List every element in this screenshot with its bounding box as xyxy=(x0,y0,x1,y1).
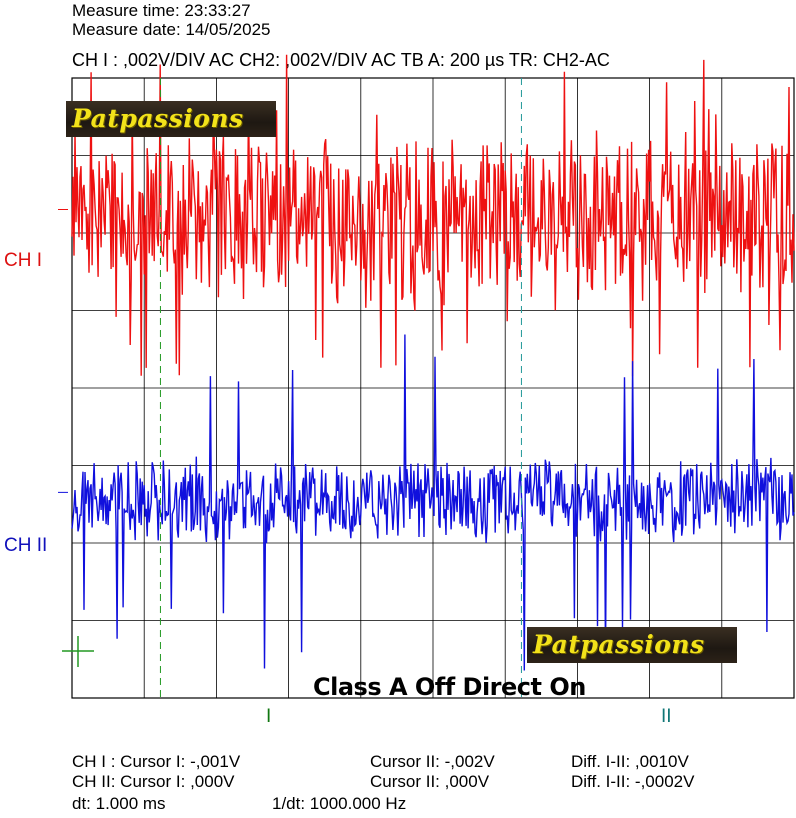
scope-traces xyxy=(58,54,795,671)
ch2-cursor1-readout: CH II: Cursor I: ,000V xyxy=(72,772,235,791)
trace-ch2 xyxy=(71,334,795,671)
trace-ch1 xyxy=(71,54,795,377)
measure-date: Measure date: 14/05/2025 xyxy=(72,20,271,39)
ch2-diff-readout: Diff. I-II: -,0002V xyxy=(571,772,695,791)
measure-time: Measure time: 23:33:27 xyxy=(72,1,251,20)
watermark-logo-top: Patpassions xyxy=(66,101,276,137)
channel-settings: CH I : ,002V/DIV AC CH2: ,002V/DIV AC TB… xyxy=(72,50,610,70)
ch1-cursor2-readout: Cursor II: -,002V xyxy=(370,752,495,771)
watermark-logo-bottom: Patpassions xyxy=(527,627,737,663)
dt-readout: dt: 1.000 ms xyxy=(72,794,166,813)
ch1-diff-readout: Diff. I-II: ,0010V xyxy=(571,752,689,771)
ch1-cursor1-readout: CH I : Cursor I: -,001V xyxy=(72,752,241,771)
scope-cursors xyxy=(62,78,522,698)
ch2-cursor2-readout: Cursor II: ,000V xyxy=(370,772,490,791)
ch2-label: CH II xyxy=(4,535,48,556)
cursor-2-marker: II xyxy=(661,706,672,727)
caption: Class A Off Direct On xyxy=(313,673,586,701)
ch1-label: CH I xyxy=(4,250,42,271)
inverse-dt-readout: 1/dt: 1000.000 Hz xyxy=(272,794,407,813)
cursor-1-marker: I xyxy=(266,706,272,727)
